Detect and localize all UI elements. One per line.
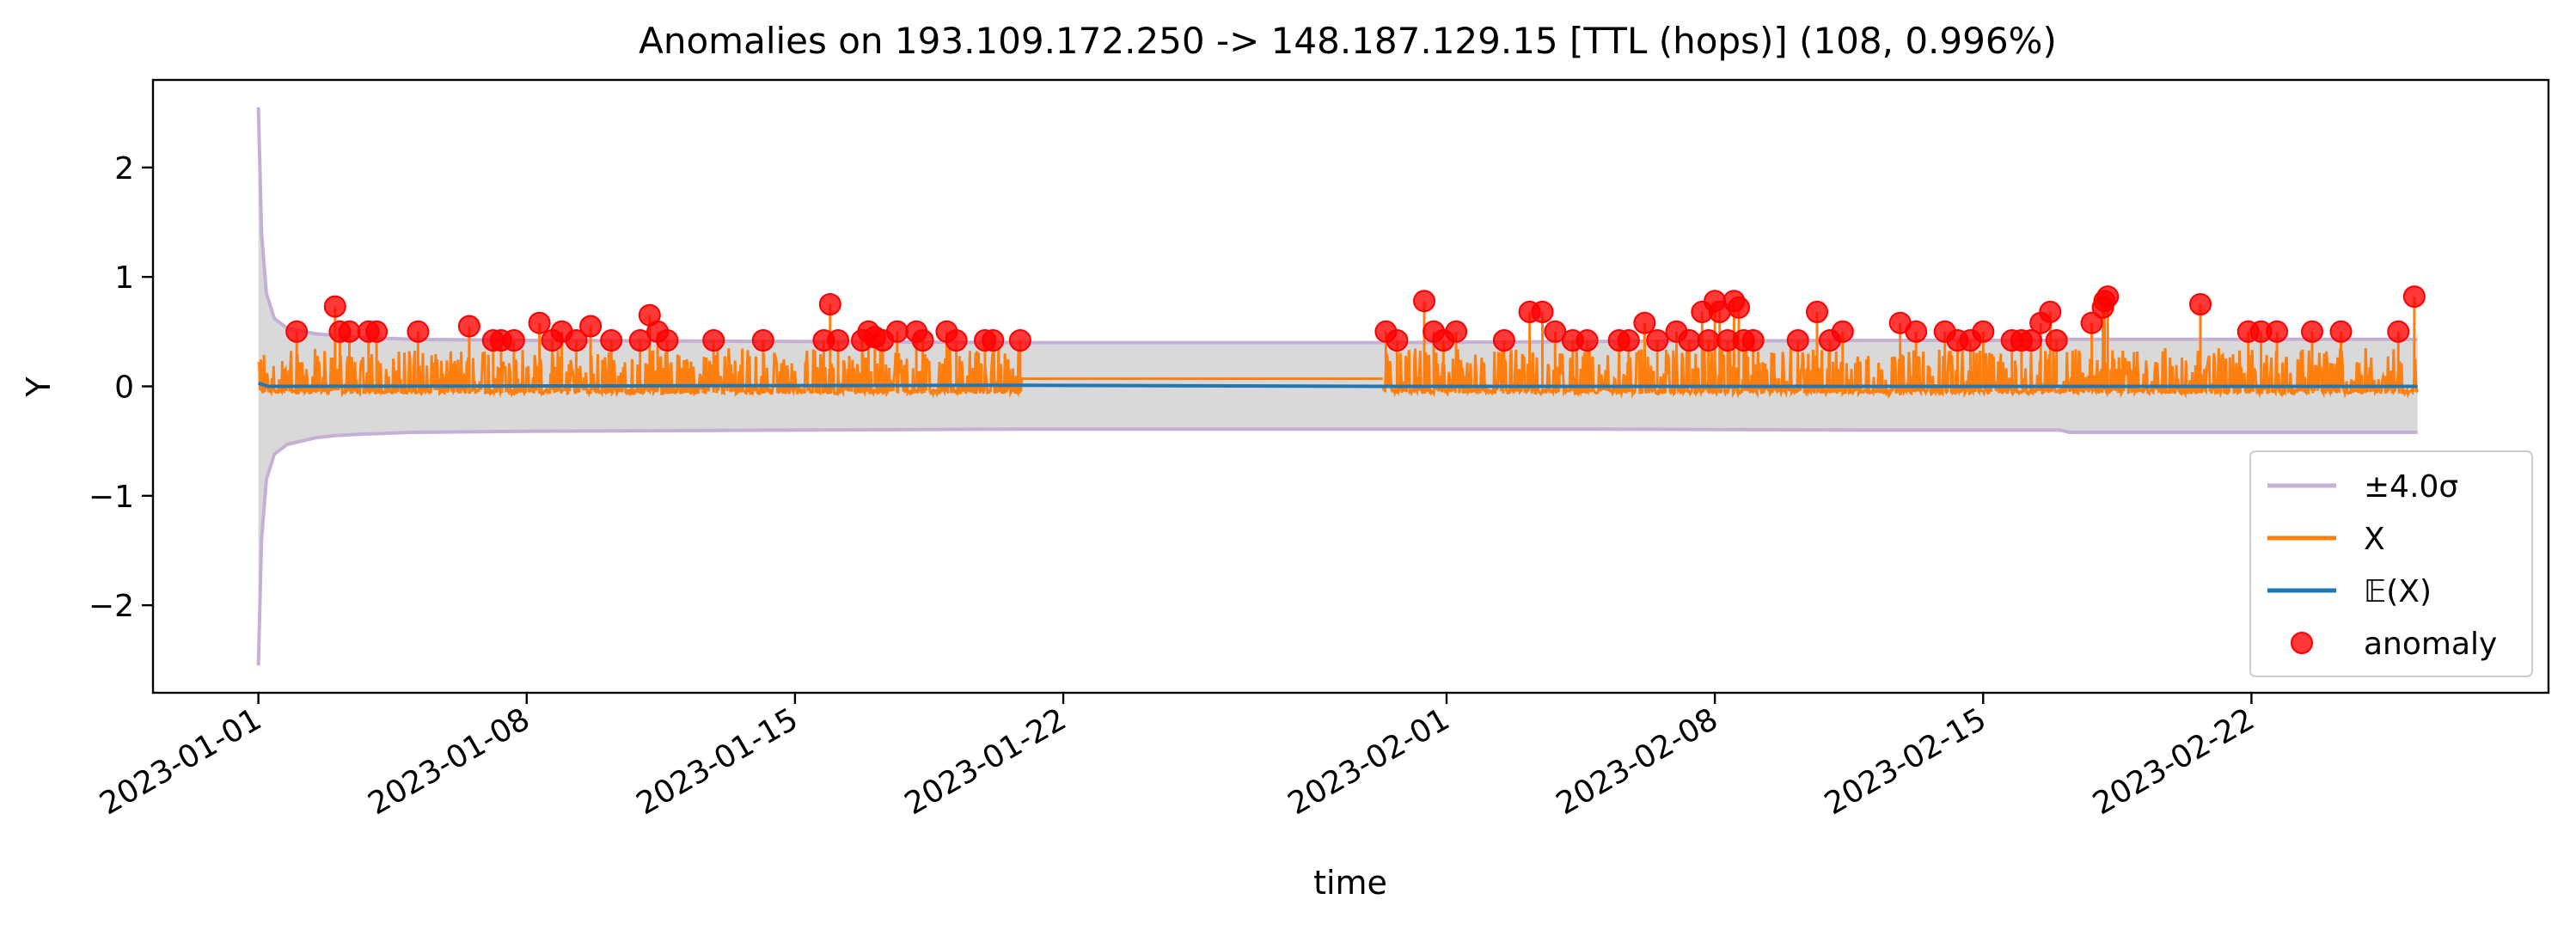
anomaly-point [911, 329, 934, 352]
anomaly-point [656, 329, 679, 352]
anomaly-point [1633, 311, 1656, 334]
anomaly-point [1905, 320, 1928, 343]
anomaly-point [885, 320, 909, 343]
y-axis-label: Y [20, 376, 58, 398]
sigma-upper-line [256, 107, 2418, 345]
anomaly-point [1492, 329, 1515, 352]
anomaly-point [1445, 320, 1468, 343]
mean-line [257, 381, 2418, 389]
anomaly-point [338, 320, 361, 343]
legend: ±4.0σ X 𝔼(X) anomaly [2249, 450, 2533, 677]
anomaly-point [2402, 285, 2426, 309]
anomaly-point [1008, 329, 1031, 352]
anomaly-point [2039, 300, 2062, 323]
anomaly-point [2080, 311, 2103, 334]
anomaly-point [1697, 329, 1720, 352]
anomaly-point [1646, 329, 1669, 352]
anomaly-point [1386, 329, 1409, 352]
anomaly-point [702, 329, 725, 352]
anomaly-point [628, 329, 652, 352]
anomaly-point [945, 329, 968, 352]
anomaly-point [1678, 329, 1701, 352]
anomaly-point [1728, 296, 1750, 319]
y-tick-label: −2 [89, 589, 134, 624]
x-tick-label: 2023-02-15 [1819, 701, 1992, 822]
anomaly-point [1544, 320, 1567, 343]
anomaly-point [285, 320, 309, 343]
anomaly-point [2045, 329, 2068, 352]
anomaly-point [528, 311, 551, 334]
anomaly-point [565, 329, 588, 352]
anomaly-point [600, 329, 623, 352]
x-tick-label: 2023-01-15 [631, 701, 805, 822]
x-axis-label: time [1313, 864, 1387, 902]
legend-swatch-marker [2291, 632, 2313, 654]
anomaly-point [982, 329, 1005, 352]
anomaly-point [1576, 329, 1599, 352]
anomaly-point [1786, 329, 1809, 352]
legend-label: anomaly [2364, 627, 2497, 662]
anomaly-point [2329, 320, 2353, 343]
anomaly-point [2266, 320, 2289, 343]
y-tick-label: 1 [114, 260, 134, 296]
sigma-lower-line [256, 427, 2418, 666]
anomaly-point [1617, 329, 1640, 352]
y-tick-label: 0 [114, 370, 134, 406]
anomaly-point [2020, 329, 2042, 352]
anomaly-point [1831, 320, 1854, 343]
anomaly-point [579, 315, 603, 338]
x-tick-label: 2023-01-01 [94, 701, 267, 822]
x-tick-label: 2023-02-22 [2087, 701, 2261, 822]
y-tick-label: −1 [89, 480, 134, 515]
sigma-lines-layer [256, 107, 2418, 666]
anomaly-point [2387, 320, 2410, 343]
chart-title: Anomalies on 193.109.172.250 -> 148.187.… [639, 20, 2057, 62]
anomaly-points-layer [285, 285, 2426, 352]
x-tick-label: 2023-01-08 [363, 701, 536, 822]
anomaly-point [2301, 320, 2323, 343]
x-tick-label: 2023-02-08 [1551, 701, 1724, 822]
x-tick-label: 2023-01-22 [899, 701, 1073, 822]
anomaly-point [1741, 329, 1765, 352]
legend-label: X [2364, 522, 2385, 557]
anomaly-point [2189, 293, 2212, 315]
anomaly-point [323, 295, 346, 318]
anomaly-point [818, 293, 841, 315]
y-tick-label: 2 [114, 151, 134, 187]
anomaly-point [751, 329, 774, 352]
anomaly-point [2096, 285, 2120, 309]
anomaly-point [827, 329, 850, 352]
legend-label: 𝔼(X) [2364, 574, 2432, 609]
anomaly-point [1531, 300, 1554, 323]
anomaly-point [407, 320, 430, 343]
y-axis: 2 1 0 −1 −2 [89, 151, 153, 624]
anomaly-point [1806, 300, 1828, 323]
anomaly-point [457, 315, 480, 338]
anomaly-point [502, 329, 525, 352]
mean-series-layer [257, 381, 2418, 389]
anomaly-point [365, 320, 389, 343]
anomaly-point [1972, 320, 1995, 343]
x-tick-label: 2023-02-01 [1282, 701, 1456, 822]
legend-label: ±4.0σ [2364, 469, 2458, 505]
legend-box [2249, 450, 2533, 677]
x-axis: 2023-01-01 2023-01-08 2023-01-15 2023-01-22… [94, 693, 2261, 822]
anomaly-point [1413, 290, 1435, 313]
